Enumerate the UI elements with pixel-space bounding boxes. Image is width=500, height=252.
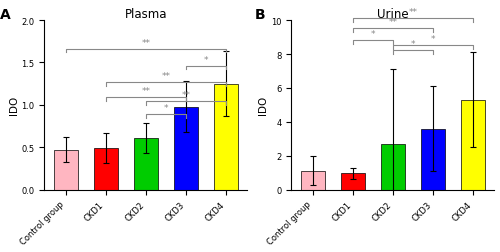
Bar <box>134 138 158 190</box>
Bar <box>300 171 324 190</box>
Bar <box>214 84 238 190</box>
Bar <box>54 150 78 190</box>
Text: B: B <box>255 8 266 21</box>
Text: **: ** <box>182 91 190 100</box>
Text: **: ** <box>408 8 418 17</box>
Title: Urine: Urine <box>377 8 409 21</box>
Title: Plasma: Plasma <box>124 8 167 21</box>
Y-axis label: IDO: IDO <box>258 96 268 115</box>
Text: *: * <box>164 103 168 112</box>
Text: A: A <box>0 8 10 21</box>
Bar <box>381 144 405 190</box>
Bar <box>94 148 118 190</box>
Bar <box>341 174 365 190</box>
Bar <box>421 129 445 190</box>
Y-axis label: IDO: IDO <box>8 96 18 115</box>
Text: *: * <box>431 35 436 44</box>
Bar <box>174 107 198 190</box>
Text: *: * <box>410 40 415 49</box>
Text: *: * <box>204 55 208 64</box>
Text: **: ** <box>388 18 398 27</box>
Text: **: ** <box>142 38 150 47</box>
Text: **: ** <box>142 86 150 96</box>
Text: **: ** <box>162 72 170 81</box>
Text: *: * <box>370 30 375 39</box>
Bar <box>461 100 485 190</box>
